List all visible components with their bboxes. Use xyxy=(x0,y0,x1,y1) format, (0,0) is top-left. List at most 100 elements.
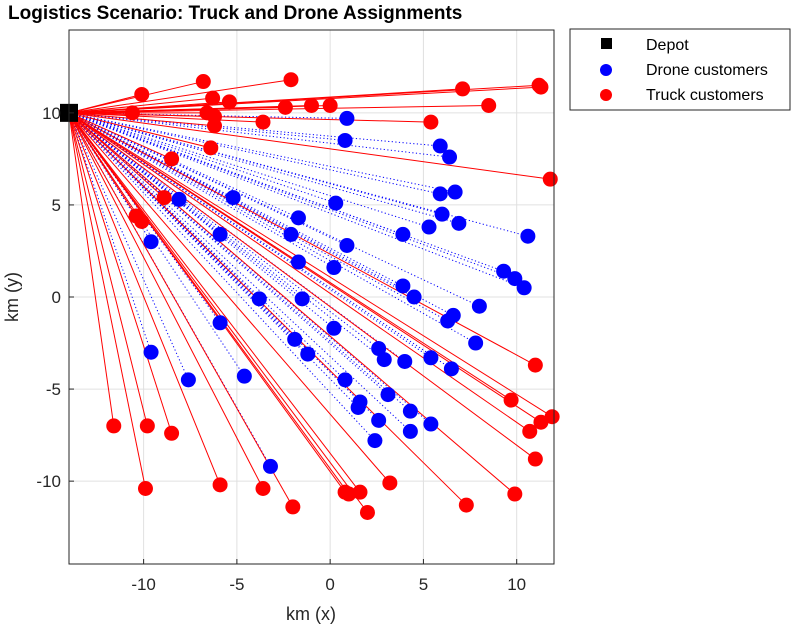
drone-customer-point xyxy=(376,352,392,368)
y-tick-label: -5 xyxy=(46,380,61,399)
drone-customer-point xyxy=(337,132,353,148)
drone-customer-point xyxy=(421,219,437,235)
drone-customer-point xyxy=(180,372,196,388)
drone-customer-point xyxy=(287,331,303,347)
truck-route-line xyxy=(68,112,264,489)
truck-customer-point xyxy=(522,423,538,439)
drone-customer-point xyxy=(434,206,450,222)
truck-route-line xyxy=(68,97,213,114)
truck-route-line xyxy=(68,112,172,160)
truck-customer-point xyxy=(164,151,180,167)
y-axis-label: km (y) xyxy=(2,272,22,322)
grid-lines xyxy=(69,30,554,564)
route-links xyxy=(68,79,553,513)
y-tick-label: 5 xyxy=(52,196,61,215)
drone-customer-point xyxy=(300,346,316,362)
truck-route-line xyxy=(68,112,531,432)
y-tick-label: 0 xyxy=(52,288,61,307)
drone-route-line xyxy=(68,112,309,355)
legend: Depot Drone customers Truck customers xyxy=(569,28,791,111)
truck-customer-point xyxy=(205,90,221,106)
drone-customer-point xyxy=(432,186,448,202)
truck-customer-point xyxy=(507,486,523,502)
truck-customer-point xyxy=(139,418,155,434)
truck-customer-point xyxy=(527,357,543,373)
drone-customer-point xyxy=(402,423,418,439)
truck-route-line xyxy=(68,112,173,434)
drone-route-line xyxy=(68,112,359,408)
drone-customer-point xyxy=(516,280,532,296)
x-tick-label: -10 xyxy=(131,575,156,594)
truck-customer-point xyxy=(285,499,301,515)
drone-route-line xyxy=(68,112,336,204)
truck-customer-point xyxy=(304,97,319,113)
drone-route-line xyxy=(68,112,303,300)
truck-route-line xyxy=(68,112,264,123)
legend-label-truck: Truck customers xyxy=(646,87,764,104)
drone-route-line xyxy=(68,112,299,219)
drone-customer-point xyxy=(447,184,463,200)
truck-route-line xyxy=(68,101,230,114)
truck-customer-point xyxy=(359,504,375,520)
truck-customer-point xyxy=(134,214,150,230)
drone-customer-point xyxy=(367,433,383,449)
truck-customer-point xyxy=(533,79,549,95)
drone-route-line xyxy=(68,112,389,395)
x-tick-label: -5 xyxy=(229,575,244,594)
drone-customer-point xyxy=(225,190,241,206)
drone-customer-point xyxy=(397,353,413,369)
truck-customer-point xyxy=(527,451,543,467)
drone-route-line xyxy=(68,112,348,246)
legend-label-drone: Drone customers xyxy=(646,62,768,79)
truck-customer-point xyxy=(542,171,558,187)
drone-route-line xyxy=(68,112,460,224)
drone-route-line xyxy=(68,112,450,158)
drone-customer-point xyxy=(471,298,487,314)
truck-customer-point xyxy=(156,190,172,206)
drone-route-line xyxy=(68,112,454,316)
x-tick-label: 5 xyxy=(419,575,428,594)
truck-route-line xyxy=(68,112,536,460)
drone-customer-point xyxy=(402,403,418,419)
truck-customer-point xyxy=(341,486,357,502)
x-axis-label: km (x) xyxy=(286,604,336,624)
truck-customer-point xyxy=(137,481,153,497)
truck-customer-point xyxy=(195,74,211,90)
x-axis-ticks: -10 -5 0 5 10 xyxy=(131,559,526,594)
drone-route-line xyxy=(68,112,346,141)
drone-customer-point xyxy=(432,138,448,154)
truck-route-line xyxy=(68,112,391,484)
drone-customer-point xyxy=(380,387,396,403)
drone-customer-point xyxy=(236,368,252,384)
drone-customer-point xyxy=(339,110,355,126)
drone-customer-point xyxy=(443,361,459,377)
truck-customer-point xyxy=(382,475,398,491)
truck-route-line xyxy=(68,79,292,114)
drone-customer-point xyxy=(423,350,439,366)
truck-customer-point xyxy=(255,114,271,130)
drone-customer-point xyxy=(212,226,228,242)
drone-route-line xyxy=(68,112,411,432)
truck-customer-point xyxy=(544,409,560,425)
truck-route-line xyxy=(68,112,516,495)
drone-customer-point xyxy=(440,313,456,329)
truck-route-line xyxy=(68,112,143,222)
drone-customer-point xyxy=(171,191,187,207)
truck-customer-point xyxy=(481,97,497,113)
chart-title: Logistics Scenario: Truck and Drone Assi… xyxy=(8,3,462,24)
drone-route-line xyxy=(68,112,404,235)
legend-depot-marker xyxy=(601,38,612,49)
truck-customer-point xyxy=(503,392,519,408)
legend-label-depot: Depot xyxy=(646,37,689,54)
drone-route-line xyxy=(68,112,476,344)
drone-route-line xyxy=(68,112,516,280)
data-markers xyxy=(60,72,560,520)
truck-customer-point xyxy=(164,425,180,441)
y-tick-label: -10 xyxy=(36,472,61,491)
truck-customer-point xyxy=(283,72,299,88)
truck-customer-point xyxy=(207,118,222,134)
truck-customer-point xyxy=(423,114,439,130)
drone-customer-point xyxy=(423,416,439,432)
truck-route-line xyxy=(68,112,115,426)
